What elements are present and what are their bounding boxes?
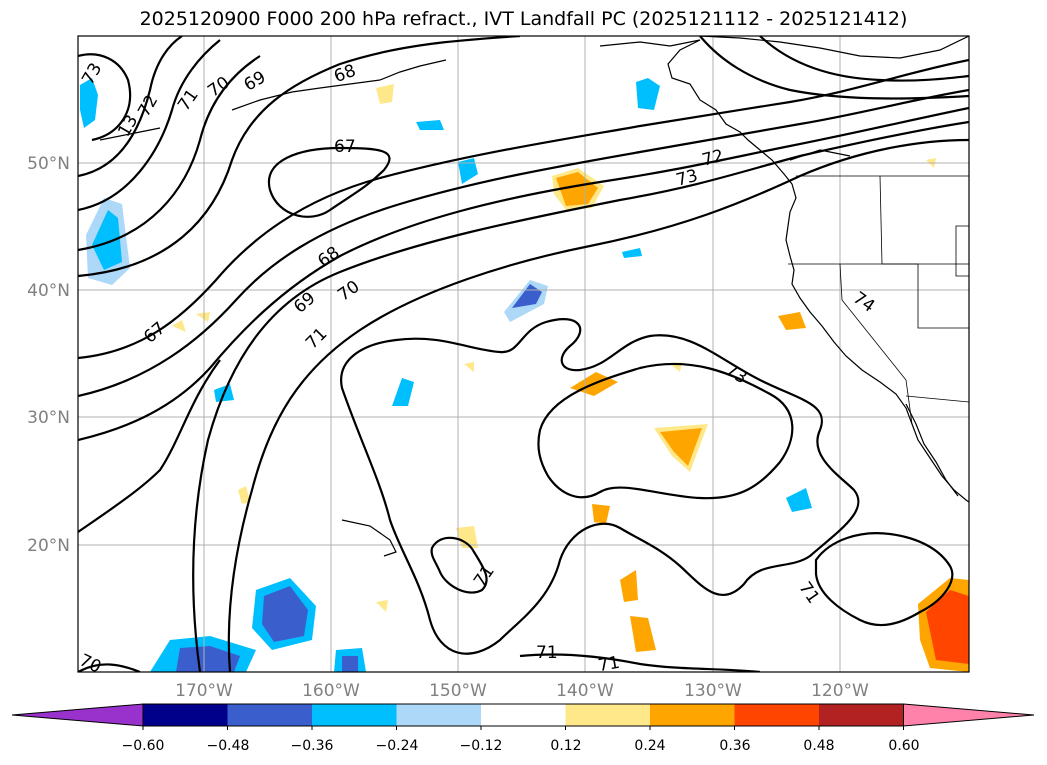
lon-tick-label: 140°W: [556, 681, 614, 701]
lon-tick-label: 150°W: [429, 681, 487, 701]
lat-tick-label: 20°N: [27, 536, 70, 556]
colorbar-tick-label: −0.48: [207, 738, 250, 754]
contour-label: 71: [597, 653, 622, 676]
colorbar-tick-label: 0.12: [550, 738, 581, 754]
map-panel: 73 72 13 71 70 69 68 67 68 69 70 71 72 7…: [76, 36, 969, 677]
lat-tick-label: 30°N: [27, 408, 70, 428]
colorbar-tick-label: −0.60: [122, 738, 165, 754]
colorbar-segment: [312, 704, 397, 726]
map-frame: [77, 35, 970, 673]
colorbar-segment: [734, 704, 820, 726]
colorbar-tick-label: 0.24: [634, 738, 665, 754]
colorbar-segment: [650, 704, 735, 726]
colorbar-segment: [396, 704, 482, 726]
refractivity-contours: [78, 36, 969, 672]
colorbar-tick-label: 0.48: [803, 738, 834, 754]
contour-label: 67: [334, 137, 356, 157]
colorbar: [11, 703, 1035, 730]
colorbar-tick-label: −0.24: [376, 738, 419, 754]
political-borders: [788, 175, 969, 425]
latitude-labels: 50°N 40°N 30°N 20°N: [27, 154, 70, 556]
graticule: [78, 36, 969, 672]
lon-tick-label: 120°W: [811, 681, 869, 701]
contour-label: 70: [76, 650, 104, 677]
colorbar-segment: [565, 704, 651, 726]
colorbar-tick-labels: −0.60 −0.48 −0.36 −0.24 −0.12 0.12 0.24 …: [122, 738, 920, 754]
colorbar-tick-label: 0.36: [719, 738, 750, 754]
positive-anomaly-patches: [172, 84, 969, 672]
colorbar-outline: [142, 703, 904, 727]
colorbar-tick-label: −0.36: [291, 738, 334, 754]
colorbar-extend-low: [11, 703, 144, 727]
map-title: 2025120900 F000 200 hPa refract., IVT La…: [139, 8, 908, 30]
lon-tick-label: 170°W: [175, 681, 233, 701]
colorbar-segment: [227, 704, 313, 726]
colorbar-tick-label: −0.12: [460, 738, 503, 754]
contour-label: 71: [536, 643, 558, 663]
colorbar-segment: [819, 704, 904, 726]
lat-tick-label: 50°N: [27, 154, 70, 174]
lon-tick-label: 130°W: [684, 681, 742, 701]
longitude-labels: 170°W 160°W 150°W 140°W 130°W 120°W: [175, 681, 869, 701]
colorbar-extend-high: [903, 703, 1035, 727]
colorbar-segment: [143, 704, 228, 726]
colorbar-segment: [481, 704, 566, 726]
lon-tick-label: 160°W: [302, 681, 360, 701]
lat-tick-label: 40°N: [27, 281, 70, 301]
colorbar-tick-label: 0.60: [888, 738, 919, 754]
